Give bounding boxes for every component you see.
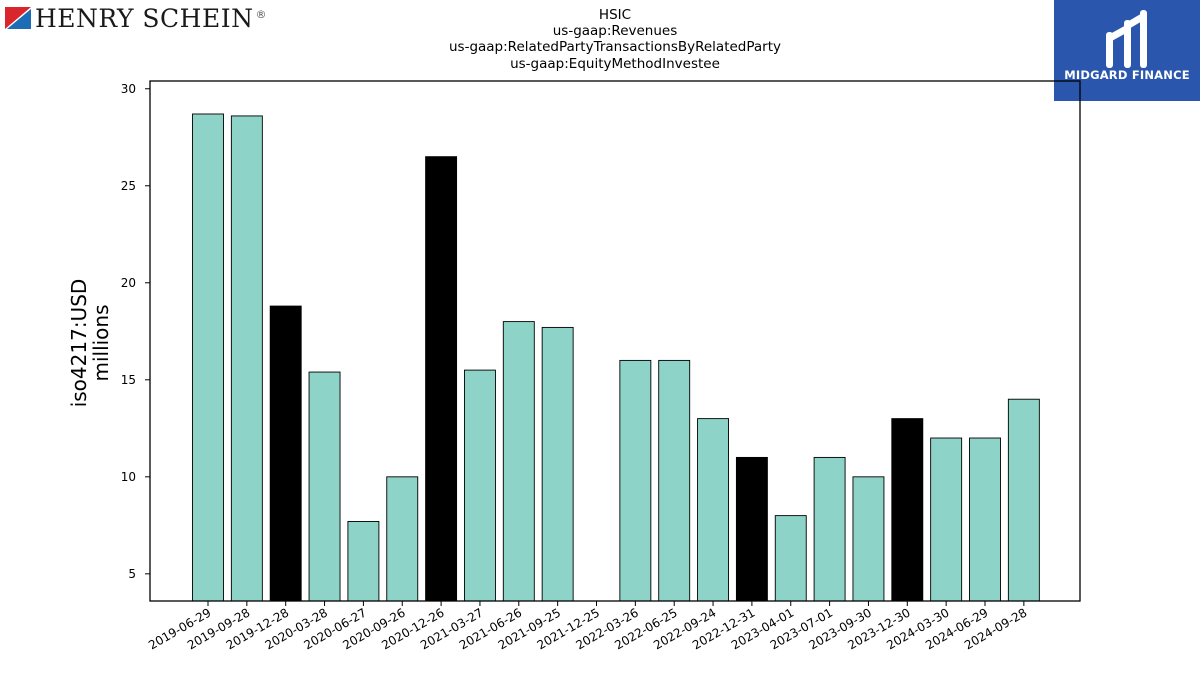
midgard-finance-wordmark: MIDGARD FINANCE <box>1064 68 1190 82</box>
chart-title-line-1: HSIC <box>598 7 632 23</box>
y-tick-label: 25 <box>121 179 136 193</box>
bar-2022-03-26 <box>619 359 652 602</box>
bar-2023-09-30 <box>852 476 885 602</box>
bar-2020-06-27 <box>347 520 380 602</box>
chart-title-line-2: us-gaap:Revenues <box>552 23 678 39</box>
plot-frame <box>149 80 1081 602</box>
bar-2024-06-29 <box>969 437 1001 602</box>
chart-title-line-3: us-gaap:RelatedPartyTransactionsByRelate… <box>448 39 782 55</box>
y-tick-label: 30 <box>121 82 136 96</box>
bar-2023-04-01 <box>774 515 807 602</box>
midgard-mark-icon <box>1106 10 1147 68</box>
bar-2023-12-30 <box>891 418 924 602</box>
bars-group <box>192 113 1040 602</box>
bar-2023-07-01 <box>813 456 846 602</box>
bar-2022-06-25 <box>658 359 691 602</box>
chart-title-line-4: us-gaap:EquityMethodInvestee <box>510 56 720 72</box>
bar-2022-12-31 <box>735 456 768 602</box>
x-axis: 2019-06-292019-09-282019-12-282020-03-28… <box>146 601 1029 652</box>
bar-2024-03-30 <box>930 437 963 602</box>
y-axis-label-line-1: iso4217:USD <box>67 279 91 408</box>
y-tick-label: 15 <box>121 373 136 387</box>
bar-2019-12-28 <box>269 305 302 602</box>
registered-mark: ® <box>255 8 267 21</box>
henry-schein-wordmark: HENRY SCHEIN <box>35 3 254 33</box>
midgard-finance-logo: MIDGARD FINANCE <box>1054 0 1200 101</box>
bar-2021-09-25 <box>541 326 574 602</box>
bar-2019-09-28 <box>230 115 263 602</box>
bar-2019-06-29 <box>192 113 224 602</box>
y-tick-label: 5 <box>128 567 136 581</box>
bar-2021-03-27 <box>464 369 496 602</box>
henry-schein-mark-icon <box>5 7 31 29</box>
bar-2021-06-26 <box>502 321 535 602</box>
bar-2020-03-28 <box>308 371 341 602</box>
y-tick-label: 10 <box>121 470 136 484</box>
bar-2024-09-28 <box>1007 398 1040 602</box>
y-axis: 5 10 15 20 25 30 <box>121 82 150 581</box>
henry-schein-logo: HENRY SCHEIN ® <box>5 3 267 33</box>
bar-2022-09-24 <box>697 418 729 602</box>
bar-2020-12-26 <box>425 156 458 602</box>
bar-2020-09-26 <box>386 476 419 602</box>
y-axis-label-line-2: millions <box>89 304 113 381</box>
y-tick-label: 20 <box>121 276 136 290</box>
